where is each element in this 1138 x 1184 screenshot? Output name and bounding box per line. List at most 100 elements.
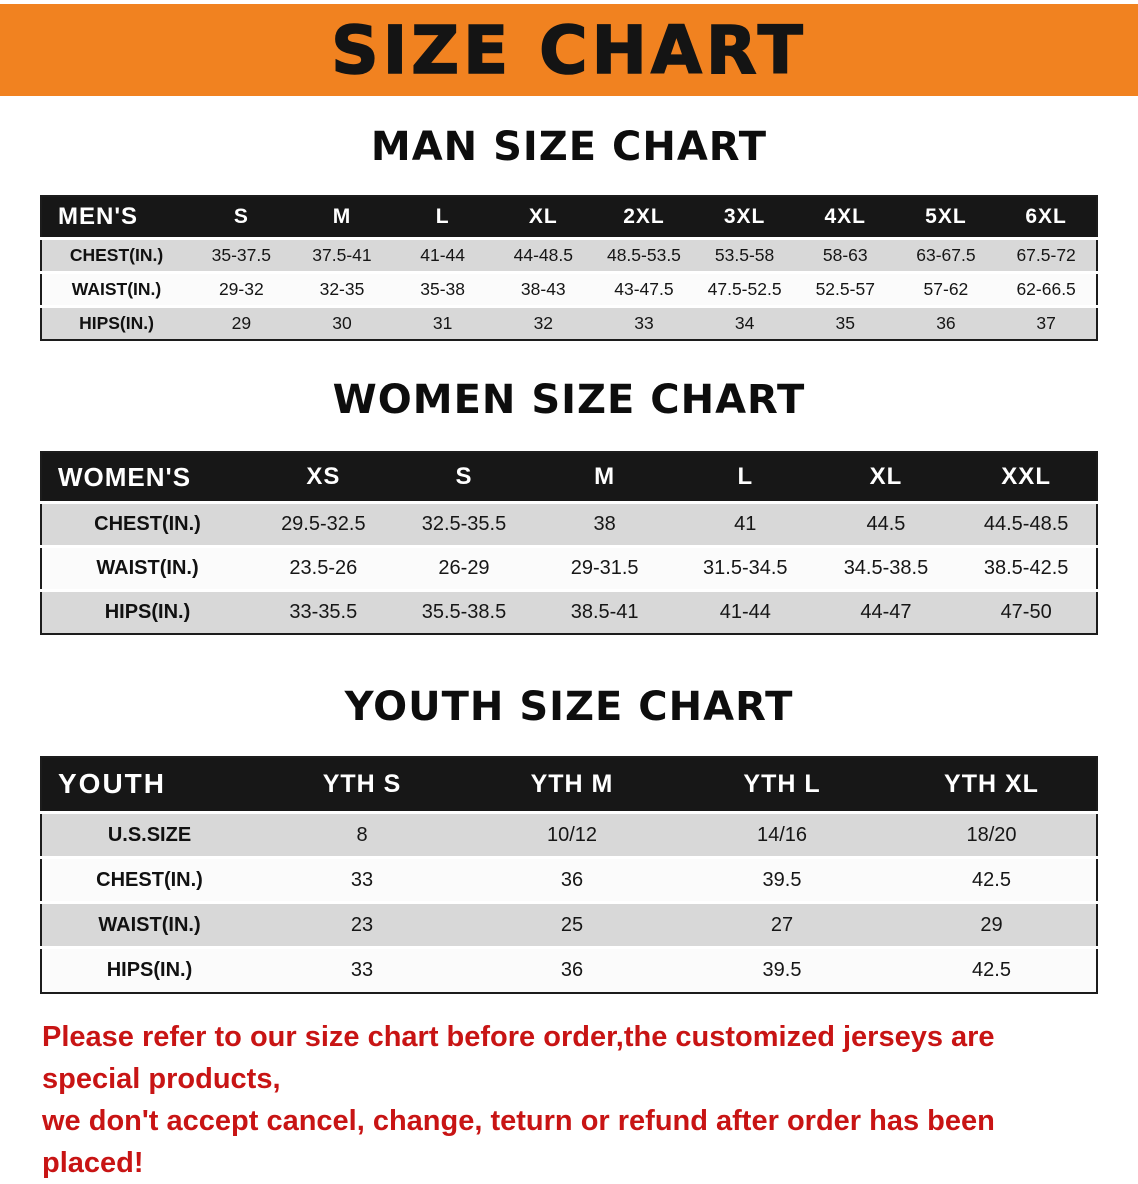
size-value-cell: 37 [1036,312,1056,333]
size-value-cell: 44-47 [860,601,912,624]
size-column-header: 4XL [794,196,896,239]
youth-size-section: YOUTH SIZE CHART YOUTH YTH S YTH M YTH L YTH… [0,684,1138,994]
size-value-cell: 35-37.5 [211,244,271,265]
row-label: WAIST(IN.) [98,913,201,936]
size-value-cell: 39.5 [762,958,802,981]
size-value-cell: 41-44 [420,244,466,265]
disclaimer: Please refer to our size chart before or… [0,1016,1138,1184]
size-value-cell: 32-35 [319,278,365,299]
size-column-header: 5XL [895,196,997,239]
banner: SIZE CHART [0,4,1138,96]
size-column-header: XXL [956,452,1097,503]
size-value-cell: 62-66.5 [1016,278,1076,299]
size-value-cell: 36 [936,312,956,333]
women-section-heading: WOMEN SIZE CHART [332,377,806,424]
size-value-cell: 41 [734,512,757,535]
size-value-cell: 33-35.5 [289,601,358,624]
size-column-header: S [393,452,535,503]
size-value-cell: 29-31.5 [570,556,639,579]
size-value-cell: 42.5 [972,958,1011,981]
size-value-cell: 38 [593,512,616,535]
youth-size-table: YOUTH YTH S YTH M YTH L YTH XL U.S.SIZE 8 10/12… [40,755,1098,994]
size-column-header: YTH M [467,756,677,813]
size-value-cell: 44-48.5 [513,244,573,265]
size-column-header: L [674,452,816,503]
size-column-header: XL [815,452,957,503]
size-value-cell: 33 [350,958,374,981]
row-label: HIPS(IN.) [106,958,193,981]
size-value-cell: 18/20 [966,823,1017,846]
size-value-cell: 52.5-57 [815,278,875,299]
men-size-section: MAN SIZE CHART MEN'S S M L XL 2XL 3XL 4XL 5XL 6XL… [0,124,1138,342]
table-row: WAIST(IN.) 23 25 27 29 [41,902,1097,948]
size-value-cell: 36 [560,958,584,981]
row-label: WAIST(IN.) [71,278,162,299]
table-row: U.S.SIZE 8 10/12 14/16 18/20 [41,812,1097,858]
men-size-table: MEN'S S M L XL 2XL 3XL 4XL 5XL 6XL CHEST(IN.) 35-37… [40,195,1098,342]
table-header-row: YOUTH YTH S YTH M YTH L YTH XL [41,756,1097,813]
women-size-section: WOMEN SIZE CHART WOMEN'S XS S M L XL XXL CHEST(… [0,377,1138,636]
size-value-cell: 36 [560,868,584,891]
size-value-cell: 31.5-34.5 [703,556,788,579]
size-value-cell: 44.5 [866,512,906,535]
table-row: HIPS(IN.) 29 30 31 32 33 34 35 36 37 [41,306,1097,341]
men-section-heading: MAN SIZE CHART [370,124,768,170]
size-column-header: YTH XL [887,756,1097,813]
table-row: WAIST(IN.) 29-32 32-35 35-38 38-43 43-47.5 47.… [41,272,1097,307]
table-row: CHEST(IN.) 35-37.5 37.5-41 41-44 44-48.5 48.5… [41,238,1097,273]
row-label: WAIST(IN.) [96,556,199,579]
size-value-cell: 26-29 [438,556,490,579]
size-column-header: 2XL [593,196,695,239]
size-column-header: YTH L [677,756,887,813]
size-value-cell: 33 [350,868,374,891]
size-value-cell: 57-62 [923,278,969,299]
size-value-cell: 23 [350,913,374,936]
size-value-cell: 44.5-48.5 [983,512,1069,535]
size-value-cell: 29.5-32.5 [281,512,366,535]
size-value-cell: 35 [835,312,855,333]
size-value-cell: 32.5-35.5 [421,512,507,535]
size-value-cell: 48.5-53.5 [606,244,681,265]
size-column-header: 6XL [996,196,1097,239]
size-value-cell: 39.5 [762,868,802,891]
table-header-row: WOMEN'S XS S M L XL XXL [41,452,1097,503]
size-value-cell: 33 [634,312,654,333]
size-value-cell: 25 [560,913,584,936]
table-row: CHEST(IN.) 29.5-32.5 32.5-35.5 38 41 44.5 44.5… [41,502,1097,547]
table-corner-label: WOMEN'S [41,452,253,503]
size-value-cell: 29 [231,312,252,333]
size-value-cell: 38.5-42.5 [983,556,1069,579]
size-value-cell: 29-32 [218,278,264,299]
disclaimer-line-1: Please refer to our size chart before or… [42,1020,995,1095]
size-value-cell: 43-47.5 [614,278,674,299]
size-value-cell: 67.5-72 [1016,244,1076,265]
youth-section-heading: YOUTH SIZE CHART [344,684,794,731]
table-corner-label: MEN'S [41,196,191,239]
size-value-cell: 27 [770,913,794,936]
size-value-cell: 8 [356,823,368,846]
size-value-cell: 23.5-26 [289,556,358,579]
size-value-cell: 47.5-52.5 [707,278,782,299]
size-value-cell: 32 [533,312,554,333]
banner-title: SIZE CHART [330,11,807,90]
row-label: CHEST(IN.) [96,868,203,891]
size-column-header: S [191,196,292,239]
size-value-cell: 14/16 [756,823,808,846]
row-label: HIPS(IN.) [104,601,191,624]
table-row: HIPS(IN.) 33-35.5 35.5-38.5 38.5-41 41-44 44-… [41,590,1097,635]
size-column-header: XL [492,196,594,239]
table-row: HIPS(IN.) 33 36 39.5 42.5 [41,947,1097,993]
size-column-header: XS [253,452,394,503]
size-value-cell: 53.5-58 [714,244,775,265]
size-column-header: 3XL [694,196,795,239]
table-row: CHEST(IN.) 33 36 39.5 42.5 [41,857,1097,903]
size-value-cell: 35.5-38.5 [421,601,507,624]
size-value-cell: 30 [332,312,352,333]
size-value-cell: 29 [980,913,1003,936]
disclaimer-line-2: we don't accept cancel, change, teturn o… [42,1104,995,1179]
size-value-cell: 41-44 [719,601,771,624]
size-column-header: M [291,196,393,239]
size-value-cell: 34 [734,312,755,333]
size-value-cell: 31 [432,312,453,333]
women-size-table: WOMEN'S XS S M L XL XXL CHEST(IN.) 29.5-32.5 32.5… [40,451,1098,636]
